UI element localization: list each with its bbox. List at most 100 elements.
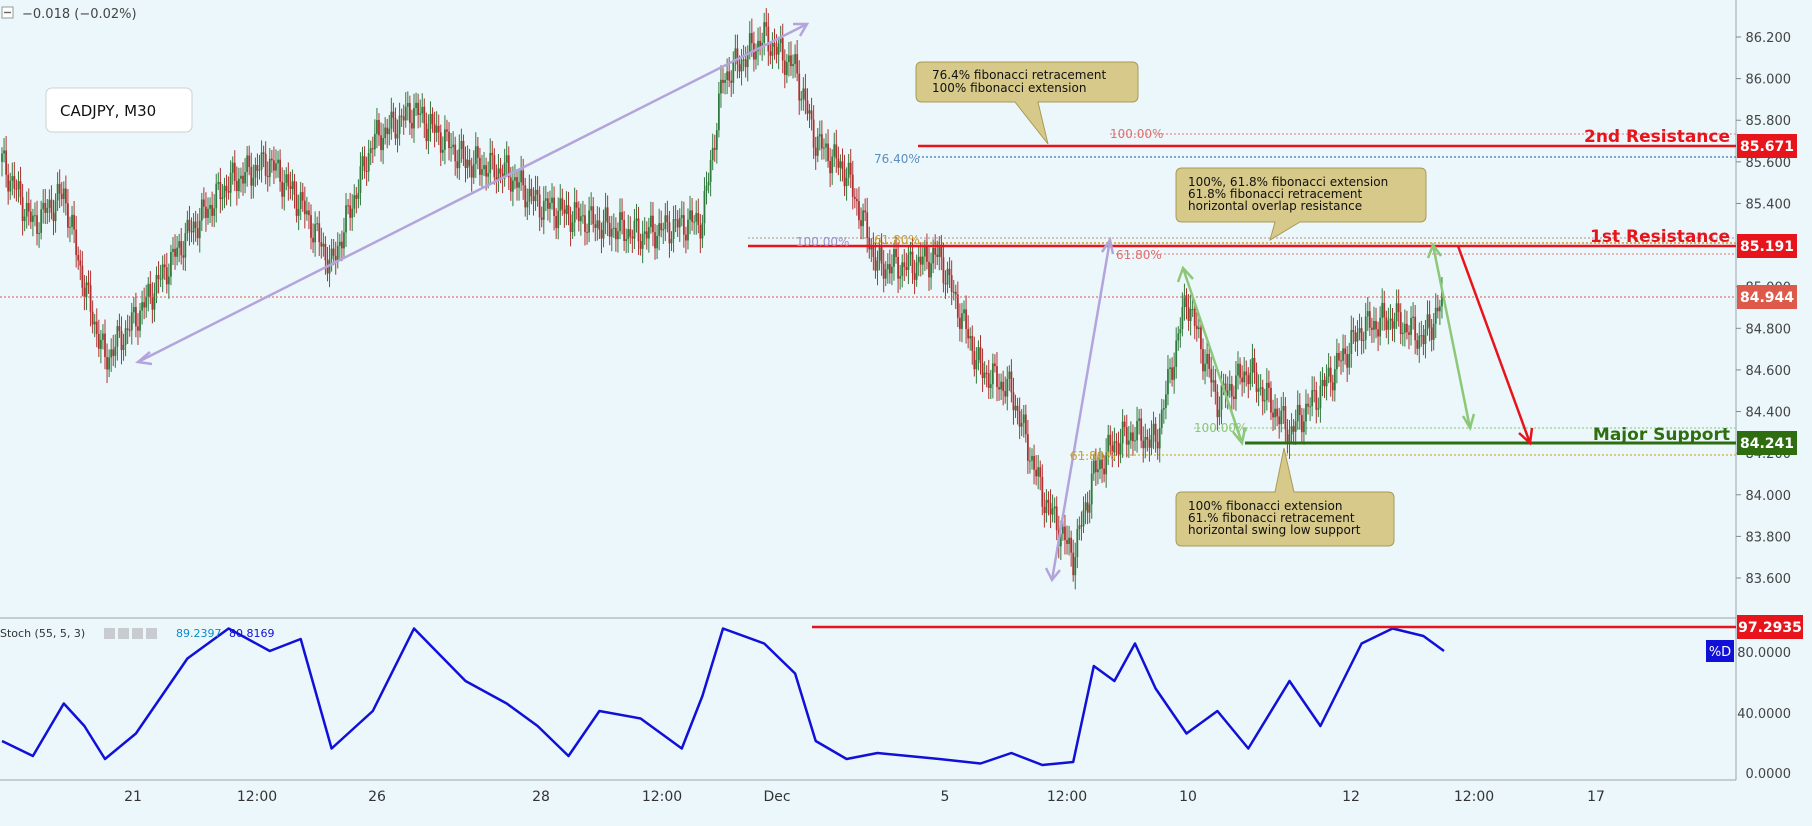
more-icon[interactable]	[132, 628, 143, 639]
candle-body	[604, 207, 607, 222]
support-label: Major Support	[1593, 425, 1730, 445]
candle-body	[293, 181, 296, 195]
purple-arrow-2[interactable]	[1050, 239, 1112, 581]
price-tick-label: 84.000	[1746, 489, 1792, 504]
candle-body	[1430, 327, 1433, 340]
candle-body	[489, 152, 492, 174]
candle-body	[200, 199, 203, 221]
candle-body	[1006, 378, 1009, 397]
candle-body	[1064, 526, 1066, 541]
candle-body	[827, 143, 829, 161]
candle-body	[633, 220, 636, 239]
candle-body	[847, 162, 850, 178]
candle-body	[1204, 363, 1206, 372]
candle-body	[1412, 316, 1414, 319]
green-arrow-1[interactable]	[1181, 267, 1244, 444]
candle-body	[1026, 434, 1029, 461]
callout-middle[interactable]: 100%, 61.8% fibonacci extension 61.8% fi…	[1175, 167, 1427, 242]
candle-body	[767, 26, 770, 52]
candle-body	[1228, 383, 1231, 391]
candle-body	[145, 296, 148, 308]
arrow-head-icon	[1100, 236, 1115, 255]
purple-arrows[interactable]	[135, 22, 1115, 583]
green-arrow-2[interactable]	[1431, 244, 1472, 429]
stoch-controls[interactable]	[104, 628, 157, 639]
candle-body	[928, 261, 930, 278]
candle-body	[724, 80, 726, 83]
candle-body	[1436, 307, 1439, 312]
candle-body	[1300, 415, 1303, 433]
candle-body	[584, 215, 586, 232]
candle-body	[1197, 327, 1200, 330]
candle-body	[5, 150, 8, 175]
candle-body	[132, 307, 135, 313]
candle-body	[829, 160, 832, 174]
candle-body	[361, 156, 364, 167]
candle-body	[421, 106, 424, 114]
candle-body	[1288, 434, 1291, 445]
candle-body	[310, 215, 312, 238]
candle-body	[709, 160, 712, 182]
price-pane[interactable]	[0, 0, 1736, 618]
arrow-head-icon	[1044, 567, 1061, 583]
candle-body	[895, 249, 897, 257]
collapse-icon[interactable]	[1, 6, 14, 19]
candle-body	[862, 210, 864, 227]
callout-bottom[interactable]: 100% fibonacci extension 61.% fibonacci …	[1175, 447, 1395, 547]
purple-arrow-1[interactable]	[137, 22, 808, 364]
candle-body	[287, 174, 290, 187]
candle-body	[1115, 441, 1118, 443]
candle-body	[289, 186, 292, 189]
candle-body	[1179, 329, 1182, 334]
candle-body	[858, 201, 860, 221]
candle-body	[1132, 432, 1134, 442]
candle-body	[549, 202, 551, 209]
symbol-box[interactable]: CADJPY, M30	[45, 87, 193, 133]
candle-body	[1401, 332, 1404, 335]
candle-body	[631, 236, 634, 239]
settings-icon[interactable]	[118, 628, 129, 639]
candle-body	[384, 127, 387, 139]
candle-body	[1416, 340, 1419, 349]
candle-body	[1024, 414, 1027, 435]
close-icon[interactable]	[146, 628, 157, 639]
time-tick-label: 12:00	[642, 789, 682, 805]
candle-body	[1383, 302, 1386, 318]
candle-body	[1303, 421, 1305, 433]
callout-top[interactable]: 76.4% fibonacci retracement 100% fibonac…	[915, 61, 1139, 145]
resistance-1-badge: 85.191	[1737, 234, 1797, 258]
red-arrow[interactable]	[1456, 245, 1534, 446]
candle-body	[956, 294, 959, 318]
candle-body	[602, 221, 605, 239]
eye-icon[interactable]	[104, 628, 115, 639]
green-arrows[interactable]	[1176, 242, 1476, 446]
candle-body	[1420, 335, 1423, 337]
candle-body	[7, 174, 10, 192]
candle-body	[1195, 325, 1198, 330]
candle-body	[64, 188, 67, 204]
stoch-level-badge: 97.2935	[1737, 615, 1803, 639]
candle-body	[707, 181, 710, 186]
candle-body	[740, 59, 743, 72]
candle-body	[1414, 316, 1417, 341]
stoch-pane[interactable]	[0, 620, 1736, 780]
candle-body	[1245, 371, 1248, 376]
candle-body	[9, 180, 12, 192]
candle-body	[495, 177, 498, 180]
candle-body	[25, 203, 28, 217]
resistance-2-label: 2nd Resistance	[1584, 127, 1730, 147]
candle-body	[1327, 367, 1330, 377]
candle-body	[73, 214, 75, 230]
candle-body	[650, 215, 652, 228]
candle-body	[308, 210, 310, 216]
candle-body	[689, 210, 691, 220]
candle-body	[923, 246, 926, 257]
candle-body	[122, 344, 125, 351]
time-tick-label: 5	[941, 789, 950, 805]
arrow-head-icon	[1232, 427, 1247, 446]
stoch-d-badge: %D	[1706, 640, 1734, 662]
candle-body	[967, 329, 970, 339]
candle-body	[814, 147, 817, 156]
candle-body	[629, 229, 632, 237]
